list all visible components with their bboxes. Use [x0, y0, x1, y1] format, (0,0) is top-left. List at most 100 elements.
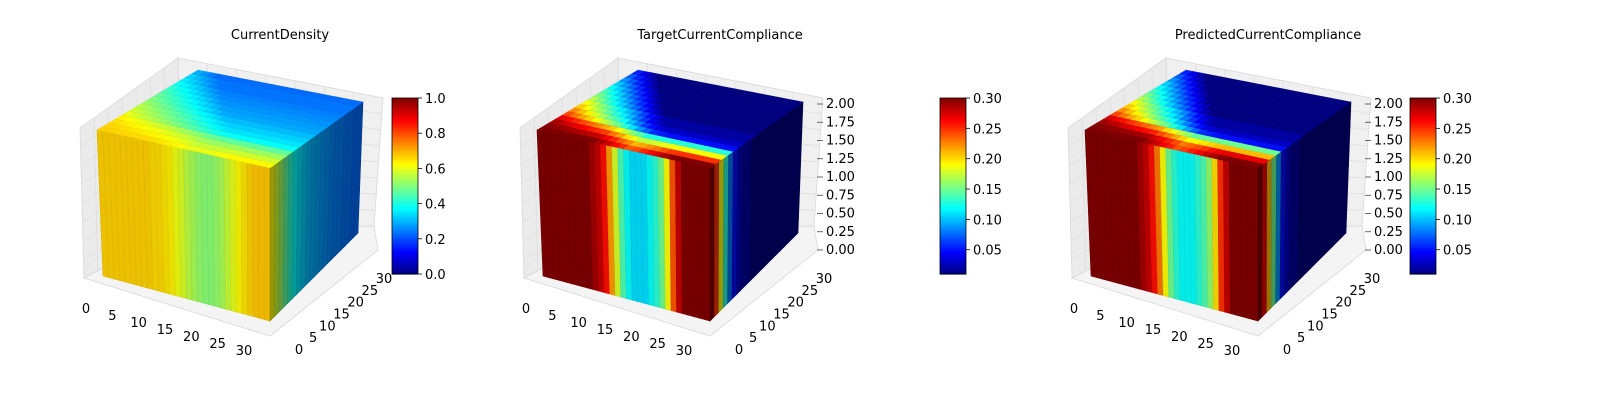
colorbar-segment — [1410, 247, 1436, 252]
colorbar-segment — [1410, 244, 1436, 249]
z-tick-label: 0.25 — [1374, 225, 1403, 240]
colorbar-segment — [940, 268, 966, 272]
colorbar-segment — [392, 150, 418, 155]
z-tick-label: 0.50 — [1374, 207, 1403, 222]
colorbar-tick-label: 0.05 — [973, 244, 1002, 259]
colorbar-segment — [940, 188, 966, 193]
colorbar-segment — [392, 115, 418, 120]
x-tick-label: 15 — [157, 323, 174, 338]
colorbar-segment — [940, 109, 966, 114]
colorbar-segment — [1410, 118, 1436, 123]
colorbar-segment — [1410, 227, 1436, 231]
colorbar-segment — [392, 177, 418, 181]
z-tick-label: 2.00 — [826, 97, 855, 112]
y-tick-label: 30 — [1364, 272, 1381, 287]
colorbar-segment — [392, 186, 418, 190]
colorbar-tick-label: 0.20 — [1443, 153, 1472, 168]
colorbar-segment — [1410, 174, 1436, 178]
colorbar-segment — [940, 118, 966, 123]
side-face-column — [709, 164, 715, 322]
colorbar-segment — [1410, 112, 1436, 117]
colorbar-segment — [1410, 262, 1436, 266]
z-tick-label: 0.75 — [1374, 188, 1403, 203]
colorbar-segment — [392, 238, 418, 243]
colorbar-segment — [940, 218, 966, 222]
colorbar-segment — [940, 133, 966, 137]
colorbar-segment — [1410, 235, 1436, 240]
top-face-cell — [789, 100, 804, 107]
x-tick-label: 30 — [1224, 344, 1241, 359]
x-tick-label: 0 — [82, 302, 90, 317]
colorbar-segment — [1410, 221, 1436, 225]
colorbar-segment — [1410, 186, 1436, 190]
colorbar-segment — [392, 162, 418, 167]
colorbar-segment — [940, 180, 966, 184]
colorbar-segment — [1410, 250, 1436, 255]
z-tick-label: 1.50 — [826, 134, 855, 149]
colorbar-segment — [392, 191, 418, 196]
front-face-column — [686, 162, 694, 317]
colorbar-tick-label: 0.6 — [425, 162, 446, 177]
colorbar-segment — [392, 121, 418, 125]
colorbar-segment — [392, 136, 418, 140]
colorbar-segment — [940, 230, 966, 234]
z-tick-label: 1.00 — [826, 170, 855, 185]
colorbar-segment — [940, 171, 966, 175]
colorbar-segment — [1410, 253, 1436, 257]
colorbar-segment — [940, 139, 966, 143]
colorbar-segment — [940, 112, 966, 117]
colorbar-segment — [940, 194, 966, 199]
y-tick-label: 5 — [1297, 331, 1305, 346]
colorbar-frame — [939, 97, 967, 275]
x-tick-label: 30 — [236, 344, 253, 359]
colorbar-segment — [392, 139, 418, 143]
colorbar-frame — [391, 97, 419, 275]
colorbar-segment — [1410, 180, 1436, 184]
colorbar-segment — [1410, 203, 1436, 208]
colorbar-segment — [1410, 241, 1436, 246]
colorbar-segment — [940, 197, 966, 202]
x-tick-label: 20 — [183, 330, 200, 345]
front-face-column — [252, 163, 260, 319]
side-face-column — [1257, 164, 1263, 322]
z-tick-label: 0.00 — [1374, 243, 1403, 258]
y-tick-label: 10 — [319, 319, 336, 334]
colorbar-segment — [392, 203, 418, 208]
colorbar-segment — [392, 180, 418, 184]
colorbar-tick-label: 0.30 — [973, 92, 1002, 107]
colorbar-segment — [940, 250, 966, 255]
y-tick-label: 20 — [347, 296, 364, 311]
y-tick-label: 20 — [787, 296, 804, 311]
colorbar-tick-label: 0.8 — [425, 127, 446, 142]
colorbar-segment — [1410, 130, 1436, 134]
colorbar-segment — [392, 253, 418, 257]
colorbar-segment — [1410, 218, 1436, 222]
colorbar-segment — [940, 256, 966, 260]
z-tick-label: 0.00 — [826, 243, 855, 258]
colorbar-segment — [940, 127, 966, 131]
colorbar-segment — [940, 156, 966, 161]
colorbar-segment — [940, 144, 966, 149]
y-tick-label: 25 — [802, 284, 819, 299]
colorbar-tick-label: 1.0 — [425, 92, 446, 107]
colorbar-tick-label: 0.30 — [1443, 92, 1472, 107]
colorbar-segment — [392, 133, 418, 137]
colorbar-segment — [940, 115, 966, 120]
colorbar-segment — [940, 121, 966, 125]
colorbar-segment — [392, 241, 418, 246]
x-tick-label: 0 — [1070, 302, 1078, 317]
colorbar-segment — [1410, 98, 1436, 102]
colorbar-segment — [1410, 147, 1436, 152]
y-tick-label: 30 — [816, 272, 833, 287]
z-tick-label: 1.75 — [1374, 115, 1403, 130]
colorbar-segment — [1410, 162, 1436, 167]
colorbar-segment — [1410, 142, 1436, 146]
colorbar-segment — [1410, 268, 1436, 272]
x-tick-label: 5 — [108, 309, 116, 324]
colorbar-segment — [1410, 194, 1436, 199]
colorbar-segment — [392, 165, 418, 169]
colorbar-segment — [1410, 150, 1436, 155]
x-tick-label: 5 — [1096, 309, 1104, 324]
colorbar-segment — [1410, 212, 1436, 216]
